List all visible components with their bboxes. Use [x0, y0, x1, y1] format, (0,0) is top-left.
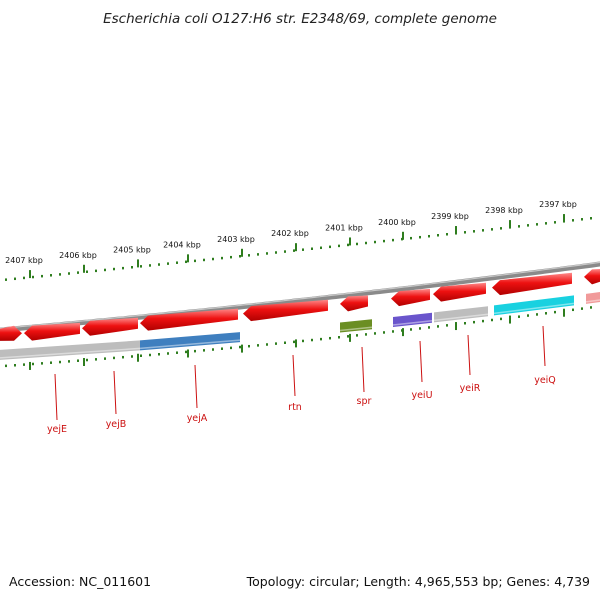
gene-arrow[interactable] [492, 272, 572, 296]
label-leader-line [467, 334, 471, 376]
partial-gene-bar[interactable] [586, 292, 600, 304]
yeiQ-gene-bar[interactable] [494, 295, 574, 316]
band-highlight [139, 339, 241, 350]
backbone-highlight [0, 261, 600, 330]
scale-tick-label: 2407 kbp [5, 256, 43, 265]
lower-tick-track [5, 306, 592, 370]
gene-arrow[interactable] [340, 295, 368, 312]
yeiU-gene-bar[interactable] [393, 312, 432, 327]
gene-label-yeiR[interactable]: yeiR [460, 383, 481, 394]
band-highlight [585, 299, 600, 303]
gene-label-yejE[interactable]: yejE [47, 424, 67, 435]
label-leader-line [361, 346, 365, 393]
yejA-gene-bar[interactable] [140, 332, 240, 351]
gene-arrow[interactable] [584, 269, 600, 285]
scale-tick-label: 2398 kbp [485, 206, 523, 215]
gene-arrow[interactable] [0, 325, 22, 341]
gene-arrow[interactable] [140, 308, 238, 331]
label-leader-line [419, 340, 423, 383]
scale-tick-label: 2397 kbp [539, 200, 577, 209]
map-title: Escherichia coli O127:H6 str. E2348/69, … [103, 11, 497, 27]
scale-tick-label: 2401 kbp [325, 223, 363, 232]
scale-tick-label: 2399 kbp [431, 212, 469, 221]
gene-label-group: yejE yejB yejA rtn spr yeiU yeiR yeiQ [47, 325, 556, 435]
gene-label-yejA[interactable]: yejA [187, 413, 208, 424]
label-leader-line [54, 373, 58, 421]
label-leader-line [292, 354, 296, 397]
gene-arrow[interactable] [391, 288, 430, 307]
gene-track [0, 269, 600, 360]
gene-label-spr[interactable]: spr [357, 396, 372, 407]
label-leader-line [194, 364, 198, 409]
scale-tick-label: 2403 kbp [217, 235, 255, 244]
scale-tick-label: 2404 kbp [163, 240, 201, 249]
scale-tick-label: 2405 kbp [113, 245, 151, 254]
gene-arrow[interactable] [24, 322, 80, 341]
band-highlight [392, 319, 433, 326]
gene-arrow[interactable] [82, 317, 138, 336]
scale-tick-label: 2402 kbp [271, 229, 309, 238]
label-leader-line [113, 370, 117, 415]
grey-gene-bar[interactable] [0, 340, 140, 360]
gene-label-yeiQ[interactable]: yeiQ [534, 375, 556, 386]
accession-text: Accession: NC_011601 [9, 574, 151, 589]
genome-summary-text: Topology: circular; Length: 4,965,553 bp… [246, 574, 590, 589]
scale-tick-label: 2406 kbp [59, 251, 97, 260]
yeiR-gene-bar[interactable] [434, 306, 488, 323]
scale-tick-label: 2400 kbp [378, 218, 416, 227]
gene-arrow[interactable] [243, 299, 328, 322]
band-highlight [493, 302, 575, 315]
gene-label-yeiU[interactable]: yeiU [411, 390, 432, 401]
label-leader-line [542, 325, 546, 367]
band-highlight [339, 326, 373, 332]
gene-label-yejB[interactable]: yejB [106, 419, 127, 430]
gene-arrow[interactable] [433, 282, 486, 302]
gene-label-rtn[interactable]: rtn [288, 402, 302, 413]
spr-gene-bar[interactable] [340, 319, 372, 333]
band-highlight [433, 313, 489, 322]
band-highlight [0, 347, 141, 359]
scale-ruler: 2407 kbp 2406 kbp 2405 kbp 2404 kbp 2403 kbp… [5, 200, 592, 281]
